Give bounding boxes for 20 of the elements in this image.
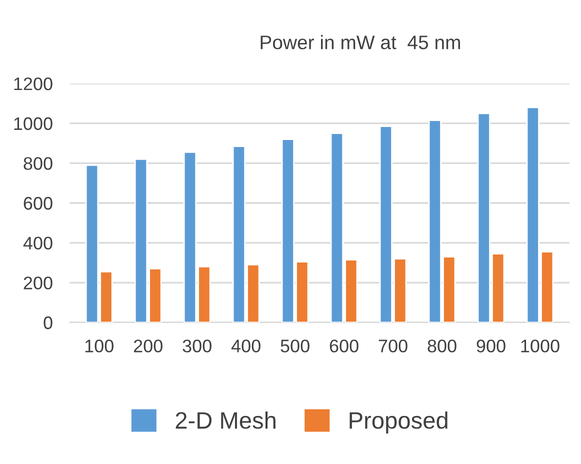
chart-title: Power in mW at 45 nm <box>260 35 460 50</box>
x-tick-label: 700 <box>378 340 408 352</box>
x-tick-label: 600 <box>330 340 358 352</box>
y-tick-label: 200 <box>24 276 52 290</box>
y-tick-label: 1000 <box>14 117 52 130</box>
legend-label: Proposed <box>350 411 448 434</box>
x-tick-label: 800 <box>428 340 456 352</box>
x-tick-label: 400 <box>231 340 260 352</box>
y-tick-label: 600 <box>24 196 52 210</box>
y-tick-label: 400 <box>23 236 52 250</box>
x-tick-label: 100 <box>85 340 114 352</box>
y-tick-label: 0 <box>44 316 52 330</box>
x-tick-label: 200 <box>134 340 162 352</box>
y-tick-label: 1200 <box>14 77 52 90</box>
x-tick-label: 300 <box>182 340 212 352</box>
x-tick-label: 900 <box>476 340 506 352</box>
y-tick-label: 800 <box>24 157 52 170</box>
legend-label: 2-D Mesh <box>176 411 276 429</box>
x-tick-label: 500 <box>280 340 310 352</box>
x-tick-label: 1000 <box>521 340 560 352</box>
